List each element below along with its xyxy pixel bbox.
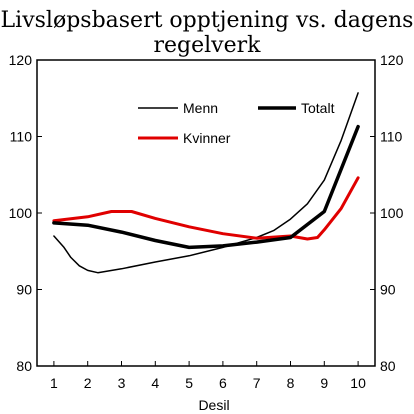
y-axis-left: 80 90 100 110 120 — [9, 52, 42, 374]
y-tick-label-right: 80 — [380, 358, 396, 374]
chart-title-line-1: Livsløpsbasert opptjening vs. dagens — [1, 8, 414, 33]
y-tick-label-right: 90 — [380, 282, 396, 298]
x-tick-label: 9 — [320, 375, 328, 391]
y-tick-label-left: 80 — [16, 358, 32, 374]
chart-title-line-2: regelverk — [154, 33, 262, 58]
legend-label-menn: Menn — [183, 100, 218, 116]
series-line-totalt — [52, 124, 360, 250]
y-tick-label-left: 110 — [10, 129, 33, 145]
series-line-kvinner — [52, 176, 360, 241]
x-tick-label: 5 — [185, 375, 193, 391]
legend-label-totalt: Totalt — [301, 100, 335, 116]
series-lines — [52, 92, 360, 274]
x-tick-label: 1 — [50, 375, 58, 391]
legend: Menn Totalt Kvinner — [138, 100, 335, 146]
x-tick-label: 8 — [287, 375, 295, 391]
x-tick-label: 10 — [350, 375, 366, 391]
x-tick-label: 2 — [84, 375, 92, 391]
y-tick-label-left: 90 — [16, 282, 32, 298]
y-tick-label-left: 120 — [9, 52, 33, 68]
y-tick-label-right: 100 — [380, 205, 404, 221]
x-tick-label: 4 — [151, 375, 159, 391]
x-tick-label: 6 — [219, 375, 227, 391]
y-tick-label-right: 120 — [380, 52, 404, 68]
y-tick-label-left: 100 — [9, 205, 33, 221]
y-tick-label-right: 110 — [380, 129, 403, 145]
x-axis: 1 2 3 4 5 6 7 8 9 10 — [50, 361, 366, 391]
x-tick-label: 3 — [118, 375, 126, 391]
x-tick-label: 7 — [253, 375, 261, 391]
legend-label-kvinner: Kvinner — [183, 130, 231, 146]
x-axis-label: Desil — [198, 397, 229, 413]
series-line-menn — [53, 92, 359, 274]
y-axis-right: 80 90 100 110 120 — [370, 52, 404, 374]
